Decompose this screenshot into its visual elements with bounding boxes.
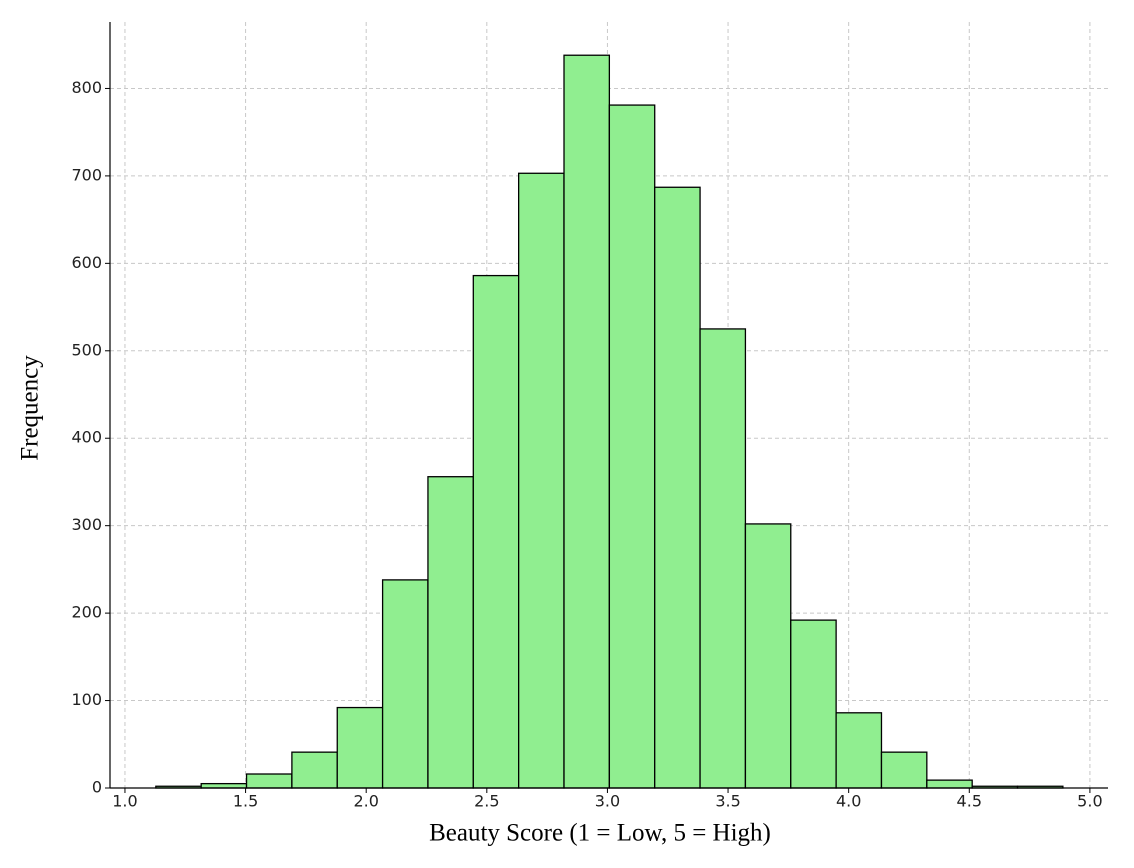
y-tick-label: 700 [71, 165, 102, 184]
x-axis-label: Beauty Score (1 = Low, 5 = High) [429, 820, 771, 847]
bar [472, 274, 520, 789]
bar [608, 104, 656, 789]
bar [744, 523, 792, 789]
y-tick-label: 300 [71, 515, 102, 534]
y-tick-label: 800 [71, 78, 102, 97]
bar [381, 579, 429, 789]
bar [654, 186, 701, 789]
bar [336, 706, 384, 789]
bar [518, 172, 565, 789]
y-tick-label: 200 [71, 603, 102, 622]
y-tick-label: 600 [71, 253, 102, 272]
x-tick-label: 2.5 [474, 792, 499, 811]
x-tick-label: 4.5 [957, 792, 982, 811]
y-tick-label: 400 [71, 428, 102, 447]
x-tick-label: 1.0 [112, 792, 137, 811]
bar [200, 782, 248, 789]
bar [926, 779, 973, 789]
bar [291, 751, 338, 789]
x-tick-label: 4.0 [836, 792, 861, 811]
y-tick-label: 0 [92, 778, 102, 797]
x-tick-label: 3.5 [715, 792, 740, 811]
bars [155, 54, 1064, 789]
x-tick-label: 2.0 [353, 792, 378, 811]
bar [245, 773, 293, 789]
bar [880, 751, 928, 789]
bar [427, 476, 474, 789]
x-tick-label: 1.5 [233, 792, 258, 811]
bar [835, 712, 883, 789]
bar [790, 619, 837, 789]
x-tick-label: 5.0 [1077, 792, 1102, 811]
bar [563, 54, 611, 789]
ticks: 1.0 1.5 2.0 2.5 3.0 3.5 4.0 4.5 5.0 0 100 200 300 400… [71, 78, 1102, 811]
bar [699, 328, 747, 789]
y-tick-label: 100 [71, 690, 102, 709]
x-tick-label: 3.0 [595, 792, 620, 811]
y-axis-label: Frequency [17, 355, 44, 461]
y-tick-label: 500 [71, 340, 102, 359]
